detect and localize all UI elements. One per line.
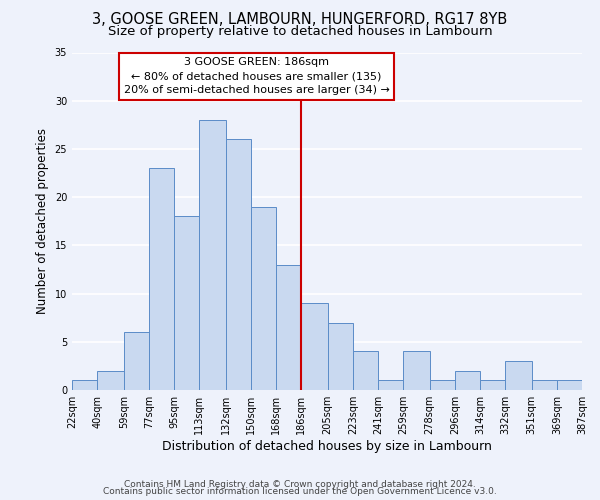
Bar: [378, 380, 403, 390]
Bar: [557, 380, 582, 390]
Bar: [430, 380, 455, 390]
Bar: [72, 380, 97, 390]
Bar: [353, 352, 378, 390]
Text: Size of property relative to detached houses in Lambourn: Size of property relative to detached ho…: [107, 25, 493, 38]
Bar: [455, 370, 480, 390]
Bar: [97, 370, 124, 390]
Bar: [403, 352, 430, 390]
Text: 3 GOOSE GREEN: 186sqm
← 80% of detached houses are smaller (135)
20% of semi-det: 3 GOOSE GREEN: 186sqm ← 80% of detached …: [124, 58, 389, 96]
Bar: [480, 380, 505, 390]
Y-axis label: Number of detached properties: Number of detached properties: [36, 128, 49, 314]
Bar: [174, 216, 199, 390]
Bar: [149, 168, 174, 390]
Bar: [124, 332, 149, 390]
X-axis label: Distribution of detached houses by size in Lambourn: Distribution of detached houses by size …: [162, 440, 492, 453]
Bar: [505, 361, 532, 390]
Bar: [328, 322, 353, 390]
Bar: [532, 380, 557, 390]
Text: Contains public sector information licensed under the Open Government Licence v3: Contains public sector information licen…: [103, 488, 497, 496]
Bar: [276, 264, 301, 390]
Bar: [199, 120, 226, 390]
Text: Contains HM Land Registry data © Crown copyright and database right 2024.: Contains HM Land Registry data © Crown c…: [124, 480, 476, 489]
Bar: [251, 207, 276, 390]
Text: 3, GOOSE GREEN, LAMBOURN, HUNGERFORD, RG17 8YB: 3, GOOSE GREEN, LAMBOURN, HUNGERFORD, RG…: [92, 12, 508, 28]
Bar: [226, 140, 251, 390]
Bar: [301, 303, 328, 390]
